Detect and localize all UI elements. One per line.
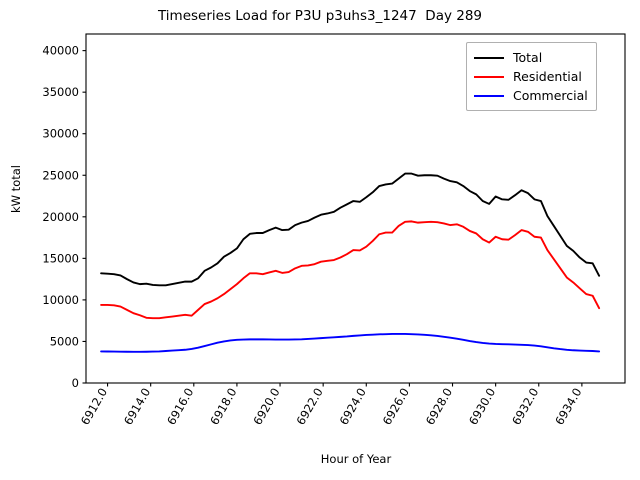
y-axis-ticks: 0 5000 10000 15000 20000 25000 30000 35000 40000 bbox=[42, 44, 86, 390]
x-tick-label: 6918.0 bbox=[207, 386, 239, 428]
y-tick-label: 25000 bbox=[42, 168, 79, 182]
y-tick-label: 5000 bbox=[50, 334, 79, 348]
legend-label-commercial: Commercial bbox=[513, 88, 588, 103]
x-tick-label: 6928.0 bbox=[423, 386, 455, 428]
chart-legend: Total Residential Commercial bbox=[466, 42, 597, 111]
legend-item-total[interactable]: Total bbox=[474, 48, 588, 67]
x-tick-label: 6914.0 bbox=[121, 386, 153, 428]
y-tick-label: 10000 bbox=[42, 293, 79, 307]
x-tick-label: 6926.0 bbox=[380, 386, 412, 428]
x-axis-label: Hour of Year bbox=[320, 452, 392, 466]
x-tick-label: 6916.0 bbox=[164, 386, 196, 428]
legend-swatch-commercial bbox=[474, 94, 504, 97]
series-line-total bbox=[100, 172, 601, 287]
series-line-residential bbox=[100, 220, 601, 320]
x-tick-label: 6930.0 bbox=[466, 386, 498, 428]
x-tick-label: 6922.0 bbox=[294, 386, 326, 428]
legend-swatch-residential bbox=[474, 75, 504, 78]
y-tick-label: 35000 bbox=[42, 85, 79, 99]
x-tick-label: 6912.0 bbox=[78, 386, 110, 428]
x-axis-ticks: 6912.0 6914.0 6916.0 6918.0 6920.0 6922.0 6924… bbox=[78, 383, 584, 428]
y-tick-label: 30000 bbox=[42, 127, 79, 141]
series-line-commercial bbox=[100, 332, 601, 353]
legend-label-total: Total bbox=[513, 50, 543, 65]
x-tick-label: 6924.0 bbox=[337, 386, 369, 428]
y-tick-label: 0 bbox=[72, 376, 79, 390]
legend-label-residential: Residential bbox=[513, 69, 582, 84]
legend-item-residential[interactable]: Residential bbox=[474, 67, 588, 86]
legend-item-commercial[interactable]: Commercial bbox=[474, 86, 588, 105]
x-tick-label: 6934.0 bbox=[552, 386, 584, 428]
x-tick-label: 6932.0 bbox=[509, 386, 541, 428]
y-tick-label: 40000 bbox=[42, 44, 79, 58]
x-tick-label: 6920.0 bbox=[250, 386, 282, 428]
y-tick-label: 15000 bbox=[42, 251, 79, 265]
legend-swatch-total bbox=[474, 56, 504, 59]
chart-title: Timeseries Load for P3U p3uhs3_1247 Day … bbox=[157, 8, 483, 24]
data-series-group bbox=[100, 172, 601, 353]
y-tick-label: 20000 bbox=[42, 210, 79, 224]
